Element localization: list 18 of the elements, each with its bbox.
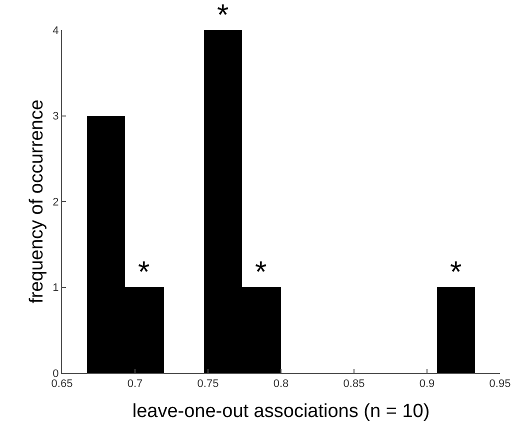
annotation: * xyxy=(450,256,462,289)
annotation: * xyxy=(217,0,229,32)
x-tick-label: 0.75 xyxy=(197,378,219,390)
x-tick-label: 0.65 xyxy=(51,378,73,390)
y-tick-label: 3 xyxy=(52,110,59,123)
annotation: * xyxy=(138,256,150,289)
x-tick-label: 0.85 xyxy=(343,378,365,390)
y-tick-label: 0 xyxy=(52,368,59,380)
y-tick-label: 2 xyxy=(52,196,59,208)
y-tick-label: 4 xyxy=(52,24,59,37)
x-tick-label: 0.9 xyxy=(419,378,435,390)
x-tick-label: 0.95 xyxy=(489,378,511,390)
annotation: * xyxy=(255,256,267,289)
x-axis-title: leave-one-out associations (n = 10) xyxy=(132,401,430,422)
y-tick-label: 1 xyxy=(52,282,59,294)
x-tick-label: 0.7 xyxy=(127,378,143,390)
y-axis-title: frequency of occurrence xyxy=(26,100,48,304)
x-tick-label: 0.8 xyxy=(273,378,289,390)
